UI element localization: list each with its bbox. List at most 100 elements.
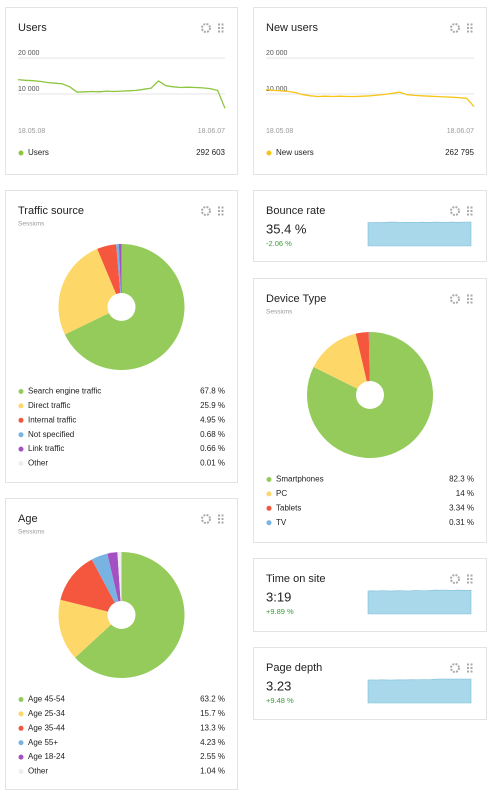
settings-icon[interactable]	[450, 574, 460, 584]
legend-label: Direct traffic	[28, 401, 71, 410]
legend-value: 3.34 %	[449, 503, 474, 512]
grip-dot	[467, 581, 469, 584]
settings-icon[interactable]	[201, 206, 211, 216]
drag-handle[interactable]	[467, 663, 473, 673]
grip-dot	[218, 30, 220, 33]
legend-marker	[266, 150, 272, 156]
legend-label: Other	[28, 459, 48, 468]
drag-handle[interactable]	[218, 206, 224, 216]
legend-value: 4.23 %	[200, 738, 225, 747]
gear	[450, 663, 460, 673]
pie-slice	[368, 332, 370, 395]
legend-marker	[18, 389, 24, 394]
legend-label: PC	[276, 489, 287, 498]
pie-slice	[91, 553, 122, 615]
grip-dot	[221, 518, 224, 520]
grip-dot	[467, 213, 469, 216]
grip-dot	[218, 213, 220, 216]
legend-total: 292 603	[196, 148, 225, 157]
grip-dot	[218, 27, 220, 29]
settings-icon[interactable]	[450, 294, 460, 304]
legend-label: TV	[276, 518, 287, 527]
grip-dot	[218, 521, 220, 524]
widget-title: Device Type	[266, 293, 326, 305]
settings-icon[interactable]	[450, 663, 460, 673]
widget-title: Page depth	[266, 662, 322, 674]
kpi-value: 3:19	[266, 589, 291, 604]
sparkline-area	[367, 678, 472, 704]
legend-label: Users	[28, 148, 49, 157]
widget-title: New users	[266, 22, 318, 34]
legend-value: 1.04 %	[200, 767, 225, 776]
legend-marker	[18, 446, 24, 452]
legend-marker	[266, 477, 272, 482]
sparkline-area	[367, 221, 472, 247]
grip-dot	[470, 27, 473, 29]
pie-slice	[58, 248, 122, 335]
gear	[201, 514, 211, 524]
pie-slice	[97, 244, 122, 307]
chart-subtitle: Sessions	[18, 529, 45, 536]
grip-dot	[467, 663, 469, 666]
gear	[450, 294, 460, 304]
settings-icon[interactable]	[450, 206, 460, 216]
pie-slice	[313, 333, 370, 395]
settings-icon[interactable]	[201, 23, 211, 33]
drag-handle[interactable]	[218, 23, 224, 33]
legend-value: 0.68 %	[200, 430, 225, 439]
legend-label: Age 18-24	[28, 752, 65, 761]
legend-value: 15.7 %	[200, 709, 225, 718]
legend-marker	[18, 461, 24, 466]
gear	[201, 23, 211, 33]
grip-dot	[470, 23, 473, 26]
drag-handle[interactable]	[467, 23, 473, 33]
pie-slice	[116, 244, 122, 307]
legend-marker	[18, 417, 24, 423]
y-tick-label: 10 000	[266, 86, 288, 93]
sparkline-area	[367, 589, 472, 615]
grip-dot	[467, 301, 469, 304]
gear	[450, 23, 460, 33]
settings-icon[interactable]	[450, 23, 460, 33]
grip-dot	[221, 23, 224, 26]
grip-dot	[218, 514, 220, 517]
grip-dot	[470, 298, 473, 300]
drag-handle[interactable]	[467, 574, 473, 584]
gear	[450, 574, 460, 584]
legend-label: Age 55+	[28, 738, 58, 747]
legend-value: 25.9 %	[200, 401, 225, 410]
x-tick-label: 18.05.08	[266, 128, 293, 135]
pie-hole	[356, 381, 384, 409]
drag-handle[interactable]	[218, 514, 224, 524]
settings-icon[interactable]	[201, 514, 211, 524]
grip-dot	[467, 667, 469, 669]
grip-dot	[467, 578, 469, 580]
y-tick-label: 10 000	[18, 86, 40, 93]
grip-dot	[470, 667, 473, 669]
drag-handle[interactable]	[467, 206, 473, 216]
legend-marker	[18, 754, 24, 760]
legend-label: Link traffic	[28, 444, 64, 453]
legend-marker	[18, 432, 24, 438]
grip-dot	[467, 298, 469, 300]
pie-hole	[107, 601, 136, 629]
legend-label: Age 45-54	[28, 695, 65, 704]
grip-dot	[221, 206, 224, 209]
y-tick-label: 20 000	[18, 50, 40, 57]
chart-subtitle: Sessions	[18, 221, 45, 228]
pie-slice	[107, 552, 122, 615]
legend-label: Tablets	[276, 503, 301, 512]
pie-slice	[58, 599, 122, 658]
widget-card: Bounce rate 35.4 % -2.06 %	[253, 190, 487, 262]
legend-marker	[18, 150, 24, 156]
grip-dot	[221, 213, 224, 216]
legend-marker	[266, 520, 272, 526]
gear	[201, 206, 211, 216]
legend-label: Internal traffic	[28, 415, 76, 424]
legend-label: Smartphones	[276, 475, 324, 484]
kpi-change: +9.48 %	[266, 696, 294, 705]
legend-marker	[266, 505, 272, 511]
drag-handle[interactable]	[467, 294, 473, 304]
pie-hole	[107, 293, 136, 321]
kpi-change: +9.89 %	[266, 607, 294, 616]
